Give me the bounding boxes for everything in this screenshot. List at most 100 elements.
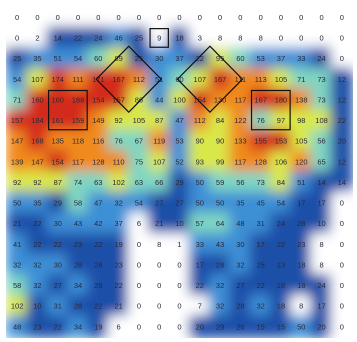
- heat-cell: [6, 88, 29, 112]
- heat-cell: [107, 274, 130, 297]
- cell-value-label: 32: [216, 302, 224, 311]
- cell-value-label: 107: [31, 75, 44, 84]
- cell-value-label: 0: [137, 322, 141, 331]
- heat-cell: [269, 315, 293, 338]
- cell-value-label: 73: [317, 95, 325, 104]
- heat-cell: [6, 232, 29, 256]
- heat-cell: [269, 253, 293, 277]
- cell-value-label: 56: [317, 137, 325, 146]
- heat-cell: [66, 47, 90, 70]
- heat-cell: [168, 6, 191, 29]
- cell-value-label: 15: [257, 322, 265, 331]
- heat-cell: [290, 88, 313, 112]
- cell-value-label: 184: [31, 116, 44, 125]
- cell-value-label: 46: [114, 34, 122, 43]
- cell-value-label: 22: [196, 281, 204, 290]
- cell-value-label: 106: [275, 157, 288, 166]
- heat-cell: [46, 150, 69, 173]
- heat-cell: [107, 67, 130, 91]
- cell-value-label: 8: [218, 34, 222, 43]
- cell-value-label: 60: [175, 75, 183, 84]
- cell-value-label: 22: [196, 54, 204, 63]
- heat-cell: [168, 274, 191, 297]
- cell-value-label: 28: [74, 302, 82, 311]
- heat-cell: [127, 67, 151, 91]
- heat-cell: [66, 274, 90, 297]
- heat-cell: [229, 171, 252, 194]
- heat-cell: [66, 129, 90, 153]
- heat-cell: [290, 212, 313, 235]
- heat-cell: [66, 212, 90, 235]
- cell-value-label: 34: [74, 322, 82, 331]
- cell-value-label: 0: [137, 260, 141, 269]
- heat-cell: [249, 274, 272, 297]
- heat-cell: [127, 26, 151, 50]
- cell-value-label: 21: [155, 219, 163, 228]
- cell-value-label: 0: [340, 219, 344, 228]
- cell-value-label: 28: [74, 260, 82, 269]
- heat-cell: [229, 109, 252, 132]
- cell-value-label: 133: [234, 137, 247, 146]
- heat-cell: [148, 129, 171, 153]
- cell-value-label: 0: [177, 281, 181, 290]
- heat-cell: [6, 191, 29, 215]
- heat-cell: [269, 67, 293, 91]
- cell-value-label: 117: [72, 157, 84, 166]
- heat-cell: [269, 171, 293, 194]
- heat-cell: [46, 212, 69, 235]
- heat-cell: [310, 6, 333, 29]
- cell-value-label: 7: [198, 302, 202, 311]
- cell-value-label: 0: [238, 13, 242, 22]
- cell-value-label: 86: [135, 95, 143, 104]
- heat-cell: [46, 6, 69, 29]
- cell-value-label: 35: [33, 199, 41, 208]
- cell-value-label: 35: [33, 54, 41, 63]
- heat-cell: [269, 294, 293, 318]
- cell-value-label: 56: [236, 178, 244, 187]
- cell-value-label: 71: [13, 95, 21, 104]
- cell-value-label: 37: [175, 54, 183, 63]
- cell-value-label: 0: [56, 13, 60, 22]
- heat-cell: [26, 191, 49, 215]
- cell-value-label: 6: [137, 219, 141, 228]
- heat-cell: [46, 315, 69, 338]
- heat-cell: [168, 26, 191, 50]
- heat-cell: [6, 274, 29, 297]
- cell-value-label: 54: [135, 199, 143, 208]
- cell-value-label: 53: [175, 137, 183, 146]
- heat-cell: [127, 294, 151, 318]
- cell-value-label: 99: [216, 157, 224, 166]
- heat-cell: [107, 26, 130, 50]
- cell-value-label: 12: [338, 75, 346, 84]
- cell-value-label: 22: [277, 240, 285, 249]
- heat-cell: [168, 191, 191, 215]
- cell-value-label: 92: [114, 116, 122, 125]
- heat-cell: [208, 47, 232, 70]
- heat-cell: [330, 171, 353, 194]
- cell-value-label: 167: [214, 75, 227, 84]
- heat-cell: [290, 6, 313, 29]
- heat-cell: [290, 232, 313, 256]
- heat-cell: [310, 88, 333, 112]
- cell-value-label: 32: [216, 281, 224, 290]
- cell-value-label: 105: [133, 116, 146, 125]
- heat-cell: [168, 67, 191, 91]
- cell-value-label: 0: [319, 34, 323, 43]
- heat-cell: [168, 47, 191, 70]
- cell-value-label: 57: [196, 219, 204, 228]
- cell-value-label: 31: [257, 219, 265, 228]
- cell-value-label: 73: [257, 178, 265, 187]
- cell-value-label: 14: [54, 34, 62, 43]
- cell-value-label: 19: [94, 322, 102, 331]
- cell-value-label: 58: [13, 281, 21, 290]
- heat-cell: [208, 212, 232, 235]
- heat-cell: [87, 129, 110, 153]
- heat-cell: [6, 171, 29, 194]
- heat-cell: [310, 47, 333, 70]
- heat-cell: [87, 212, 110, 235]
- heat-cell: [229, 294, 252, 318]
- heat-cell: [249, 171, 272, 194]
- heat-cell: [290, 315, 313, 338]
- cell-value-label: 117: [234, 95, 246, 104]
